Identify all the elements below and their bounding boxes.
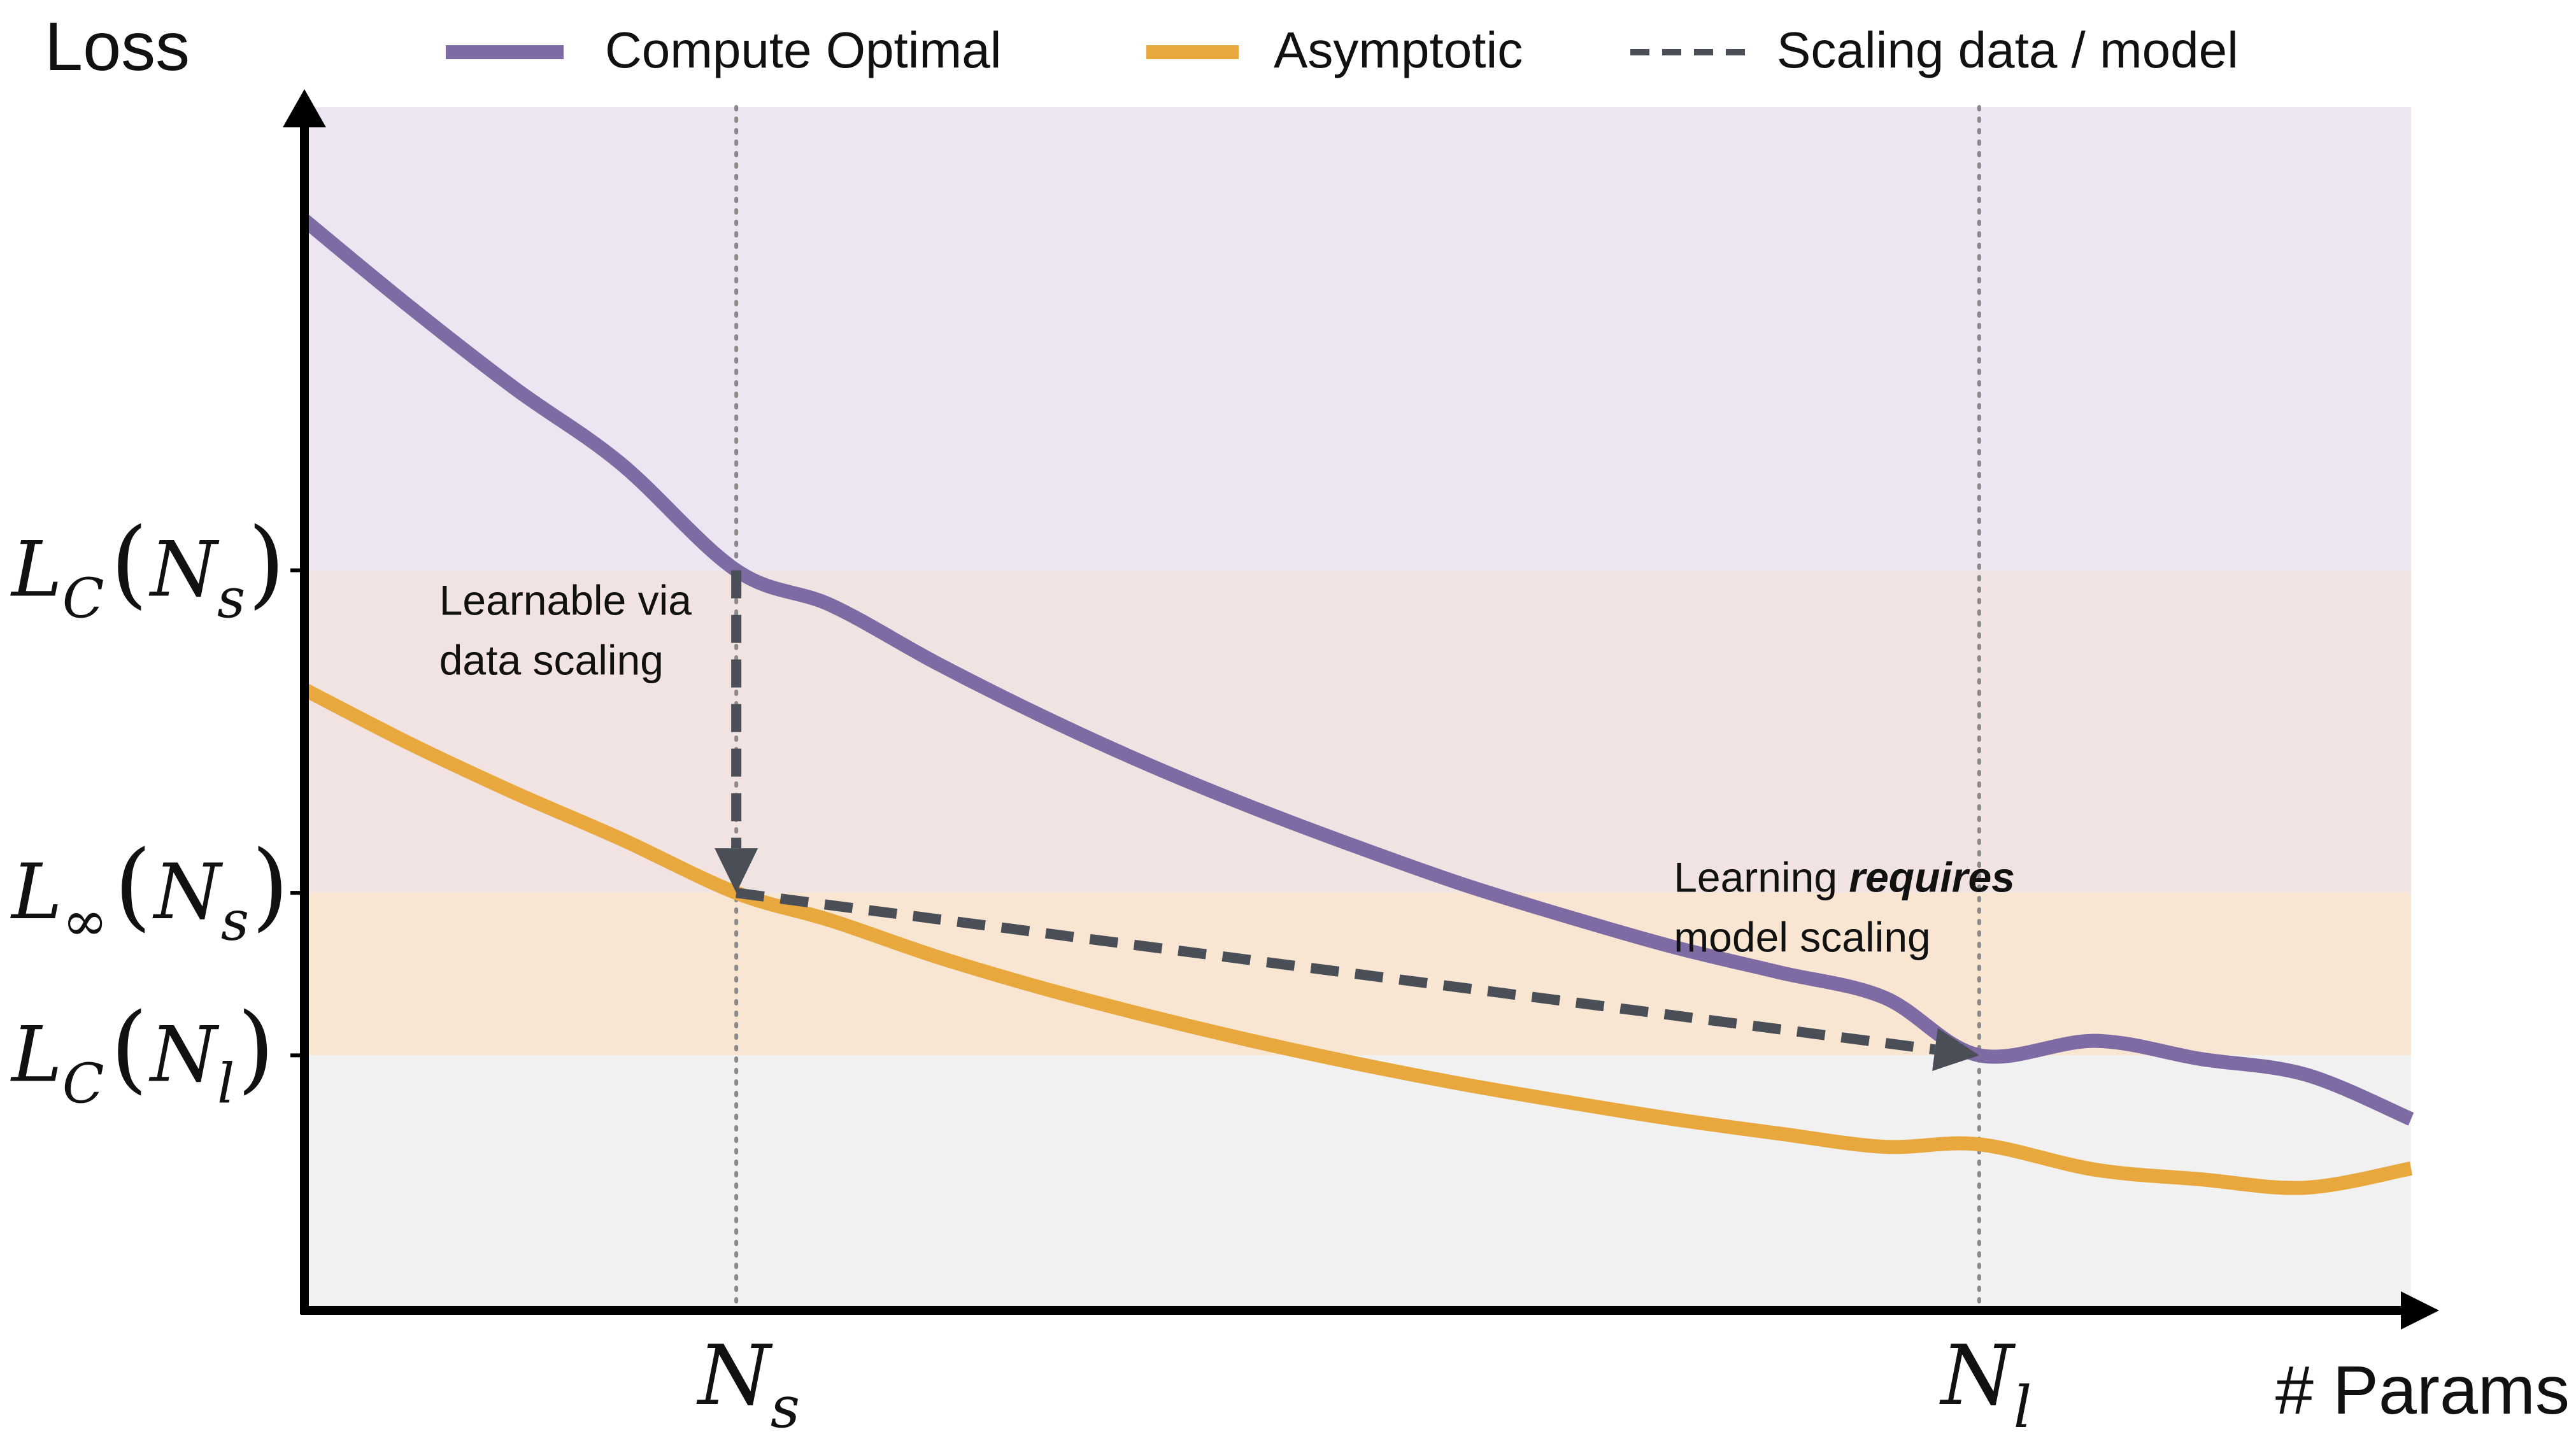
x-tick-label-Ns: Ns bbox=[696, 1327, 800, 1441]
legend-label-2: Scaling data / model bbox=[1777, 22, 2238, 78]
annotations: Learnable via data scaling Learning requir… bbox=[439, 577, 2015, 961]
loss-bands bbox=[304, 107, 2411, 1310]
x-axis-title: # Params bbox=[2275, 1351, 2570, 1428]
annotation-model-scaling: Learning requires model scaling bbox=[1674, 853, 2015, 960]
x-axis-arrow bbox=[2401, 1291, 2439, 1330]
x-tick-label-Nl: Nl bbox=[1939, 1327, 2032, 1441]
series-line-compute-optimal bbox=[300, 215, 2414, 1126]
series-line-asymptotic bbox=[301, 683, 2413, 1195]
loss-curves bbox=[300, 215, 2414, 1195]
y-tick-label-1: L∞(Ns) bbox=[10, 830, 289, 953]
tick-labels: Ns Nl LC(Ns) L∞(Ns) LC(Nl) bbox=[10, 508, 2032, 1441]
arrow-head-0 bbox=[715, 848, 758, 893]
arrow-head-1 bbox=[1932, 1028, 1979, 1071]
arrow-shaft-1 bbox=[736, 888, 1936, 1055]
y-tick-label-2: LC(Nl) bbox=[10, 993, 274, 1116]
y-axis-title: Loss bbox=[45, 8, 190, 85]
axes bbox=[283, 89, 2439, 1330]
loss-band-1 bbox=[304, 570, 2411, 893]
y-tick-label-0: LC(Ns) bbox=[10, 508, 285, 631]
annotation-data-scaling: Learnable via data scaling bbox=[439, 577, 692, 684]
legend: Compute Optimal Asymptotic Scaling data / … bbox=[446, 22, 2238, 78]
legend-label-1: Asymptotic bbox=[1274, 22, 1523, 78]
scaling-arrows bbox=[715, 570, 1979, 1071]
loss-band-0 bbox=[304, 107, 2411, 571]
y-axis-arrow bbox=[283, 89, 326, 127]
legend-label-0: Compute Optimal bbox=[605, 22, 1001, 78]
loss-band-3 bbox=[304, 1055, 2411, 1310]
